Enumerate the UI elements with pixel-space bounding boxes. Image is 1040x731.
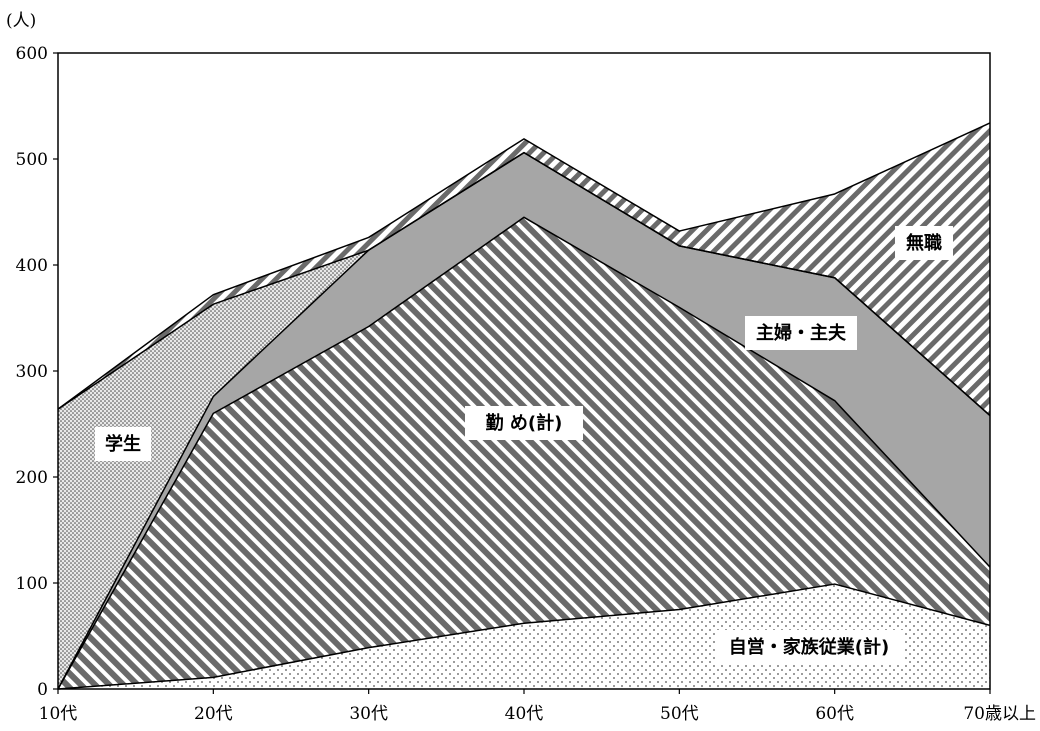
series-label-text: 主婦・主夫 xyxy=(756,322,847,344)
x-tick-label: 40代 xyxy=(505,704,544,724)
series-label-学生: 学生 xyxy=(95,427,151,461)
area-学生 xyxy=(58,152,990,689)
y-unit-label: (人) xyxy=(6,11,36,31)
y-tick-label: 200 xyxy=(16,468,48,488)
x-tick-label: 10代 xyxy=(39,704,78,724)
area-無職 xyxy=(58,122,990,416)
y-axis: 0 100 200 300 400 500 600 xyxy=(16,44,58,700)
series-label-主婦-主夫: 主婦・主夫 xyxy=(745,316,857,350)
x-tick-label: 60代 xyxy=(815,704,854,724)
y-tick-label: 0 xyxy=(37,680,48,700)
outline-勤-め-計- xyxy=(57,216,991,690)
y-tick-label: 400 xyxy=(16,256,48,276)
series-label-text: 自営・家族従業(計) xyxy=(729,636,889,658)
x-axis: 10代 20代 30代 40代 50代 60代 70歳以上 xyxy=(39,689,1036,724)
series-label-勤-め-計-: 勤 め(計) xyxy=(465,406,583,440)
series-label-自営-家族従業-計-: 自営・家族従業(計) xyxy=(715,630,903,664)
y-tick-label: 100 xyxy=(16,574,48,594)
series-label-無職: 無職 xyxy=(895,226,953,260)
y-tick-label: 300 xyxy=(16,362,48,382)
series-outlines xyxy=(57,122,991,690)
x-tick-label: 30代 xyxy=(349,704,388,724)
area-勤-め-計- xyxy=(58,217,990,690)
area-主婦-主夫 xyxy=(58,152,990,689)
series-label-text: 勤 め(計) xyxy=(486,412,563,434)
y-tick-label: 600 xyxy=(16,44,48,64)
outline-自営-家族従業-計- xyxy=(57,583,991,690)
x-tick-label: 50代 xyxy=(660,704,699,724)
x-tick-label: 70歳以上 xyxy=(963,704,1036,724)
outline-学生 xyxy=(57,151,991,417)
outline-無職 xyxy=(57,122,991,410)
y-tick-label: 500 xyxy=(16,150,48,170)
x-tick-label: 20代 xyxy=(194,704,233,724)
series-label-text: 無職 xyxy=(906,232,942,254)
series-label-text: 学生 xyxy=(105,433,141,455)
